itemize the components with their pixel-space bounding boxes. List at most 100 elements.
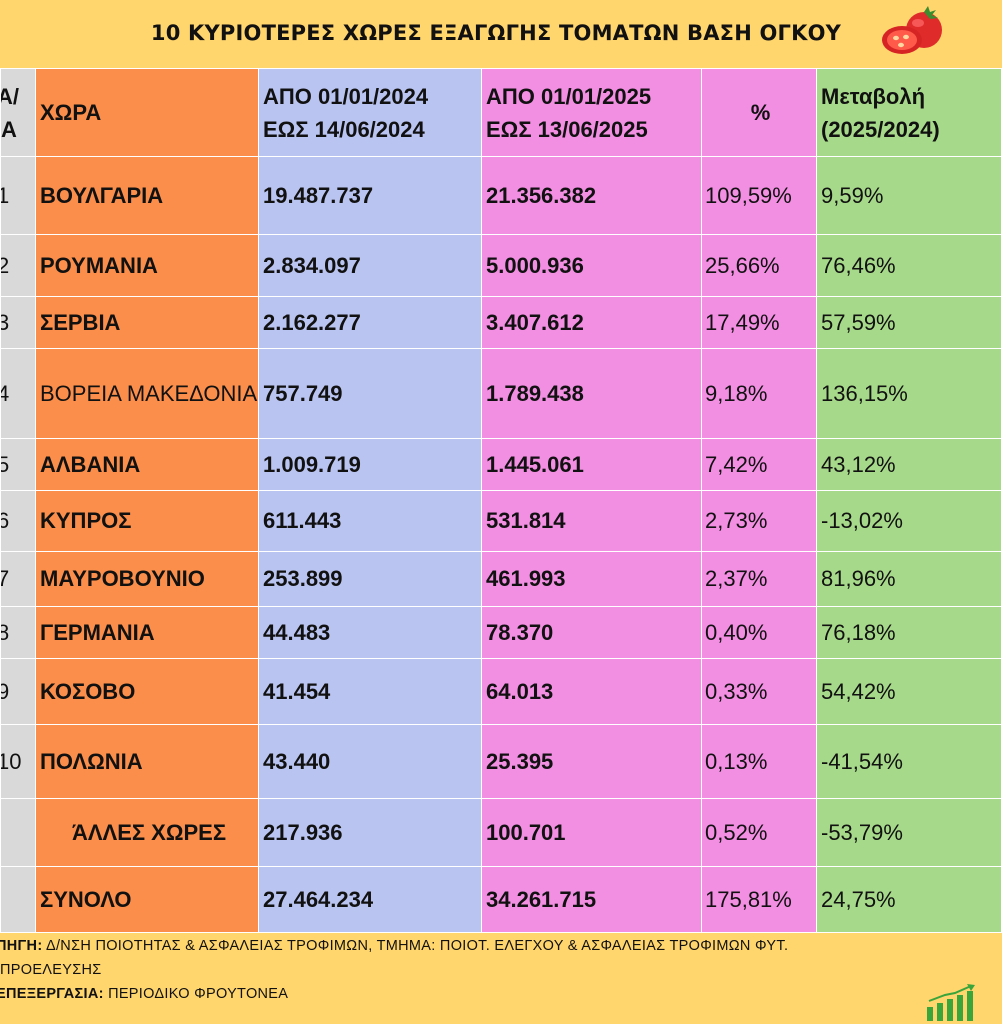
row-value-2024: 611.443	[258, 490, 482, 552]
source-line: ΠΗΓΗ: Δ/ΝΣΗ ΠΟΙΟΤΗΤΑΣ & ΑΣΦΑΛΕΙΑΣ ΤΡΟΦΙΜ…	[0, 934, 1002, 958]
table-row: 9 ΚΟΣΟΒΟ 41.454 64.013 0,33% 54,42%	[0, 658, 1002, 725]
table-row: 10 ΠΟΛΩΝΙΑ 43.440 25.395 0,13% -41,54%	[0, 724, 1002, 799]
row-aa: 4	[0, 348, 36, 439]
row-percent: 0,40%	[701, 606, 817, 659]
row-country: ΚΥΠΡΟΣ	[35, 490, 259, 552]
processing-line: ΕΠΕΞΕΡΓΑΣΙΑ: ΠΕΡΙΟΔΙΚΟ ΦΡΟΥΤΟΝΕΑ	[0, 982, 1002, 1006]
row-value-2025: 34.261.715	[481, 866, 702, 933]
row-percent: 9,18%	[701, 348, 817, 439]
row-country: ΆΛΛΕΣ ΧΩΡΕΣ	[35, 798, 259, 867]
row-value-2025: 5.000.936	[481, 234, 702, 297]
table-row: 2 ΡΟΥΜΑΝΙΑ 2.834.097 5.000.936 25,66% 76…	[0, 234, 1002, 297]
row-country: ΣΕΡΒΙΑ	[35, 296, 259, 349]
row-value-2025: 78.370	[481, 606, 702, 659]
header-country: ΧΩΡΑ	[35, 68, 259, 157]
table-row: 6 ΚΥΠΡΟΣ 611.443 531.814 2,73% -13,02%	[0, 490, 1002, 552]
header-change: Μεταβολή (2025/2024)	[816, 68, 1002, 157]
row-change: 43,12%	[816, 438, 1002, 491]
row-percent: 7,42%	[701, 438, 817, 491]
row-percent: 2,37%	[701, 551, 817, 607]
row-value-2025: 100.701	[481, 798, 702, 867]
row-country: ΒΟΡΕΙΑ ΜΑΚΕΔΟΝΙΑ	[35, 348, 259, 439]
row-change: 24,75%	[816, 866, 1002, 933]
header-period-2025: ΑΠΟ 01/01/2025 ΕΩΣ 13/06/2025	[481, 68, 702, 157]
table-row: 3 ΣΕΡΒΙΑ 2.162.277 3.407.612 17,49% 57,5…	[0, 296, 1002, 349]
row-country: ΚΟΣΟΒΟ	[35, 658, 259, 725]
row-percent: 109,59%	[701, 156, 817, 235]
row-country: ΣΥΝΟΛΟ	[35, 866, 259, 933]
processing-label: ΕΠΕΞΕΡΓΑΣΙΑ:	[0, 986, 104, 1002]
row-aa: 10	[0, 724, 36, 799]
row-percent: 0,13%	[701, 724, 817, 799]
row-country: ΡΟΥΜΑΝΙΑ	[35, 234, 259, 297]
row-value-2025: 531.814	[481, 490, 702, 552]
table-row: 1 ΒΟΥΛΓΑΡΙΑ 19.487.737 21.356.382 109,59…	[0, 156, 1002, 235]
row-value-2024: 44.483	[258, 606, 482, 659]
table-row: 7 ΜΑΥΡΟΒΟΥΝΙΟ 253.899 461.993 2,37% 81,9…	[0, 551, 1002, 607]
row-aa	[0, 866, 36, 933]
row-change: 76,18%	[816, 606, 1002, 659]
row-change: 81,96%	[816, 551, 1002, 607]
row-aa: 5	[0, 438, 36, 491]
row-aa: 9	[0, 658, 36, 725]
table-row-other: ΆΛΛΕΣ ΧΩΡΕΣ 217.936 100.701 0,52% -53,79…	[0, 798, 1002, 867]
row-value-2025: 1.789.438	[481, 348, 702, 439]
row-value-2024: 43.440	[258, 724, 482, 799]
row-value-2024: 253.899	[258, 551, 482, 607]
row-country: ΑΛΒΑΝΙΑ	[35, 438, 259, 491]
row-value-2024: 217.936	[258, 798, 482, 867]
row-percent: 0,52%	[701, 798, 817, 867]
row-value-2024: 1.009.719	[258, 438, 482, 491]
row-percent: 17,49%	[701, 296, 817, 349]
source-label: ΠΗΓΗ:	[0, 938, 43, 954]
row-aa: 7	[0, 551, 36, 607]
row-percent: 2,73%	[701, 490, 817, 552]
header-aa: Α/Α	[0, 68, 36, 157]
row-country: ΠΟΛΩΝΙΑ	[35, 724, 259, 799]
row-aa: 2	[0, 234, 36, 297]
row-aa: 3	[0, 296, 36, 349]
row-country: ΓΕΡΜΑΝΙΑ	[35, 606, 259, 659]
row-country: ΜΑΥΡΟΒΟΥΝΙΟ	[35, 551, 259, 607]
row-change: -41,54%	[816, 724, 1002, 799]
source-text: Δ/ΝΣΗ ΠΟΙΟΤΗΤΑΣ & ΑΣΦΑΛΕΙΑΣ ΤΡΟΦΙΜΩΝ, ΤΜ…	[42, 938, 789, 954]
row-change: 76,46%	[816, 234, 1002, 297]
row-value-2024: 41.454	[258, 658, 482, 725]
row-country: ΒΟΥΛΓΑΡΙΑ	[35, 156, 259, 235]
row-aa	[0, 798, 36, 867]
table-row: 8 ΓΕΡΜΑΝΙΑ 44.483 78.370 0,40% 76,18%	[0, 606, 1002, 659]
row-change: -13,02%	[816, 490, 1002, 552]
row-value-2024: 2.834.097	[258, 234, 482, 297]
row-aa: 8	[0, 606, 36, 659]
row-value-2024: 27.464.234	[258, 866, 482, 933]
row-value-2024: 2.162.277	[258, 296, 482, 349]
header-period-2024: ΑΠΟ 01/01/2024 ΕΩΣ 14/06/2024	[258, 68, 482, 157]
table-row: 4 ΒΟΡΕΙΑ ΜΑΚΕΔΟΝΙΑ 757.749 1.789.438 9,1…	[0, 348, 1002, 439]
header-percent: %	[701, 68, 817, 157]
row-value-2025: 461.993	[481, 551, 702, 607]
footer-notes: ΠΗΓΗ: Δ/ΝΣΗ ΠΟΙΟΤΗΤΑΣ & ΑΣΦΑΛΕΙΑΣ ΤΡΟΦΙΜ…	[0, 934, 1002, 1006]
row-change: 54,42%	[816, 658, 1002, 725]
table-row-total: ΣΥΝΟΛΟ 27.464.234 34.261.715 175,81% 24,…	[0, 866, 1002, 933]
row-value-2025: 3.407.612	[481, 296, 702, 349]
row-change: 136,15%	[816, 348, 1002, 439]
source-line-2: ΠΡΟΕΛΕΥΣΗΣ	[0, 962, 102, 978]
row-percent: 175,81%	[701, 866, 817, 933]
page-title-bar: 10 ΚΥΡΙΟΤΕΡΕΣ ΧΩΡΕΣ ΕΞΑΓΩΓΗΣ ΤΟΜΑΤΩΝ ΒΑΣ…	[0, 0, 1002, 66]
row-value-2024: 19.487.737	[258, 156, 482, 235]
row-percent: 25,66%	[701, 234, 817, 297]
row-change: 57,59%	[816, 296, 1002, 349]
row-aa: 6	[0, 490, 36, 552]
row-value-2025: 21.356.382	[481, 156, 702, 235]
row-aa: 1	[0, 156, 36, 235]
row-value-2025: 64.013	[481, 658, 702, 725]
row-value-2024: 757.749	[258, 348, 482, 439]
row-change: 9,59%	[816, 156, 1002, 235]
processing-text: ΠΕΡΙΟΔΙΚΟ ΦΡΟΥΤΟΝΕΑ	[103, 986, 289, 1002]
row-change: -53,79%	[816, 798, 1002, 867]
row-percent: 0,33%	[701, 658, 817, 725]
row-value-2025: 25.395	[481, 724, 702, 799]
bar-chart-logo-icon	[927, 984, 975, 1021]
